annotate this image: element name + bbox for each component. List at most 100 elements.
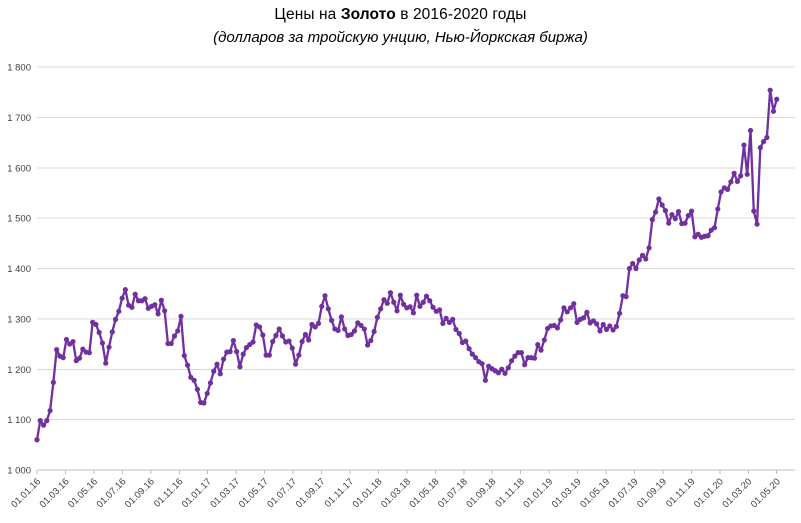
x-tick-label: 01.05.20 (749, 476, 783, 510)
data-point-marker (378, 306, 384, 312)
data-point-marker (96, 329, 102, 336)
data-point-marker (204, 390, 210, 397)
data-point-marker (535, 341, 541, 348)
svg-text:01.05.19: 01.05.19 (578, 476, 612, 510)
data-point-marker (279, 333, 286, 339)
data-point-marker (397, 292, 403, 298)
data-point-marker (54, 347, 60, 353)
svg-text:01.07.19: 01.07.19 (607, 476, 641, 510)
data-point-marker (761, 138, 767, 145)
data-point-marker (315, 320, 322, 327)
data-point-marker (774, 96, 780, 102)
data-point-marker (630, 260, 636, 267)
y-tick-label: 1 800 (7, 63, 31, 74)
data-point-marker (266, 352, 272, 358)
data-point-marker (450, 316, 456, 322)
data-point-marker (617, 310, 623, 316)
x-tick-label: 01.01.17 (180, 476, 214, 510)
data-point-marker (633, 265, 639, 272)
data-point-marker (764, 134, 770, 141)
x-tick-label: 01.09.16 (123, 476, 157, 510)
data-point-marker (469, 351, 475, 357)
data-point-marker (518, 350, 525, 356)
data-point-marker (381, 297, 387, 303)
x-tick-label: 01.05.17 (237, 476, 271, 510)
data-point-marker (217, 371, 223, 377)
x-tick-label: 01.11.19 (664, 476, 697, 509)
data-point-marker (600, 321, 606, 328)
data-point-marker (512, 353, 518, 359)
data-point-marker (256, 324, 263, 330)
data-point-marker (728, 179, 734, 185)
data-point-marker (384, 300, 390, 306)
data-point-marker (558, 317, 564, 323)
data-point-marker (237, 364, 243, 370)
data-point-marker (505, 365, 511, 371)
data-point-marker (152, 302, 158, 308)
data-point-marker (250, 339, 256, 345)
data-point-marker (99, 340, 106, 346)
data-point-marker (171, 333, 178, 339)
data-point-marker (734, 178, 741, 184)
data-point-marker (656, 196, 662, 202)
data-point-marker (371, 328, 377, 335)
x-tick-label: 01.11.17 (323, 476, 356, 509)
data-point-marker (325, 306, 331, 312)
data-point-marker (119, 295, 125, 301)
data-point-marker (361, 326, 367, 332)
data-point-marker (93, 321, 99, 328)
x-tick-label: 01.09.19 (635, 476, 669, 510)
data-point-marker (312, 324, 318, 330)
svg-text:01.03.20: 01.03.20 (720, 476, 754, 510)
data-point-marker (162, 308, 168, 314)
data-point-marker (220, 356, 227, 362)
svg-text:01.01.16: 01.01.16 (9, 476, 43, 510)
data-point-marker (214, 361, 220, 367)
y-tick-label: 1 000 (7, 466, 31, 477)
data-point-marker (653, 209, 659, 215)
data-point-marker (531, 355, 538, 361)
data-point-marker (368, 337, 374, 344)
data-point-marker (436, 307, 443, 313)
data-point-marker (289, 345, 295, 351)
svg-text:01.09.16: 01.09.16 (123, 476, 157, 510)
data-point-marker (479, 361, 485, 367)
data-point-marker (335, 327, 341, 334)
x-tick-label: 01.01.20 (692, 476, 726, 510)
data-point-marker (443, 315, 449, 321)
data-point-marker (541, 337, 547, 343)
data-point-marker (643, 256, 649, 262)
data-point-marker (574, 319, 580, 325)
data-point-marker (306, 337, 312, 343)
data-point-marker (292, 361, 299, 367)
x-tick-label: 01.03.19 (550, 476, 584, 510)
data-point-marker (685, 213, 691, 219)
chart-title-bold-word: Золото (340, 6, 396, 23)
x-tick-label: 01.05.18 (407, 476, 441, 510)
data-point-marker (718, 189, 724, 195)
y-tick-label: 1 100 (7, 415, 31, 426)
data-point-marker (695, 231, 701, 237)
data-point-marker (37, 418, 43, 424)
data-point-marker (358, 322, 364, 329)
data-point-marker (417, 303, 423, 309)
x-tick-label: 01.01.19 (521, 476, 555, 510)
x-tick-label: 01.01.18 (351, 476, 385, 510)
svg-text:01.07.17: 01.07.17 (265, 476, 299, 510)
data-point-marker (725, 186, 731, 193)
data-point-marker (420, 299, 426, 305)
chart-title-prefix: Цены на (274, 6, 341, 23)
data-point-marker (410, 310, 416, 316)
data-point-marker (116, 308, 122, 314)
data-point-marker (322, 293, 328, 299)
svg-text:01.05.18: 01.05.18 (407, 476, 441, 510)
data-point-marker (522, 362, 528, 368)
data-point-marker (463, 338, 469, 344)
data-point-marker (364, 342, 371, 348)
data-point-marker (423, 293, 430, 299)
x-tick-label: 01.05.19 (578, 476, 612, 510)
data-point-marker (391, 299, 397, 305)
data-point-marker (243, 344, 250, 351)
data-point-marker (508, 358, 515, 364)
data-point-marker (711, 225, 718, 231)
